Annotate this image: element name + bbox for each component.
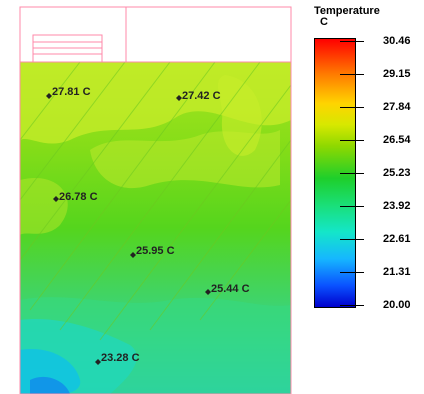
probe-marker: [205, 289, 211, 295]
probe-label: 25.44 C: [211, 283, 250, 295]
probe-label: 25.95 C: [136, 245, 175, 257]
legend-tick-label: 23.92: [383, 200, 411, 212]
legend-tick-label: 29.15: [383, 68, 411, 80]
probe-marker: [53, 196, 59, 202]
probe-label: 27.81 C: [52, 86, 91, 98]
legend-unit: C: [320, 16, 328, 28]
legend-tick: [340, 239, 364, 240]
probe-markers: [46, 93, 211, 365]
legend-tick: [340, 140, 364, 141]
legend-tick: [340, 173, 364, 174]
legend-tick: [340, 107, 364, 108]
legend-tick-label: 22.61: [383, 233, 411, 245]
legend-tick-label: 30.46: [383, 35, 411, 47]
probe-label: 23.28 C: [101, 352, 140, 364]
legend-tick: [340, 74, 364, 75]
legend-tick-label: 26.54: [383, 134, 411, 146]
top-enclosure: [19, 6, 292, 63]
probe-marker: [46, 93, 52, 99]
legend-tick-label: 25.23: [383, 167, 411, 179]
legend-tick: [340, 41, 364, 42]
legend-title: Temperature: [314, 5, 380, 17]
legend-tick-label: 20.00: [383, 299, 411, 311]
legend-tick: [340, 305, 364, 306]
probe-label: 27.42 C: [182, 90, 221, 102]
probe-label: 26.78 C: [59, 191, 98, 203]
probe-marker: [95, 359, 101, 365]
probe-marker: [176, 95, 182, 101]
temperature-field: [20, 62, 291, 394]
legend-tick-label: 27.84: [383, 101, 411, 113]
probe-marker: [130, 252, 136, 258]
legend-tick-label: 21.31: [383, 266, 411, 278]
legend-tick: [340, 206, 364, 207]
legend-tick: [340, 272, 364, 273]
